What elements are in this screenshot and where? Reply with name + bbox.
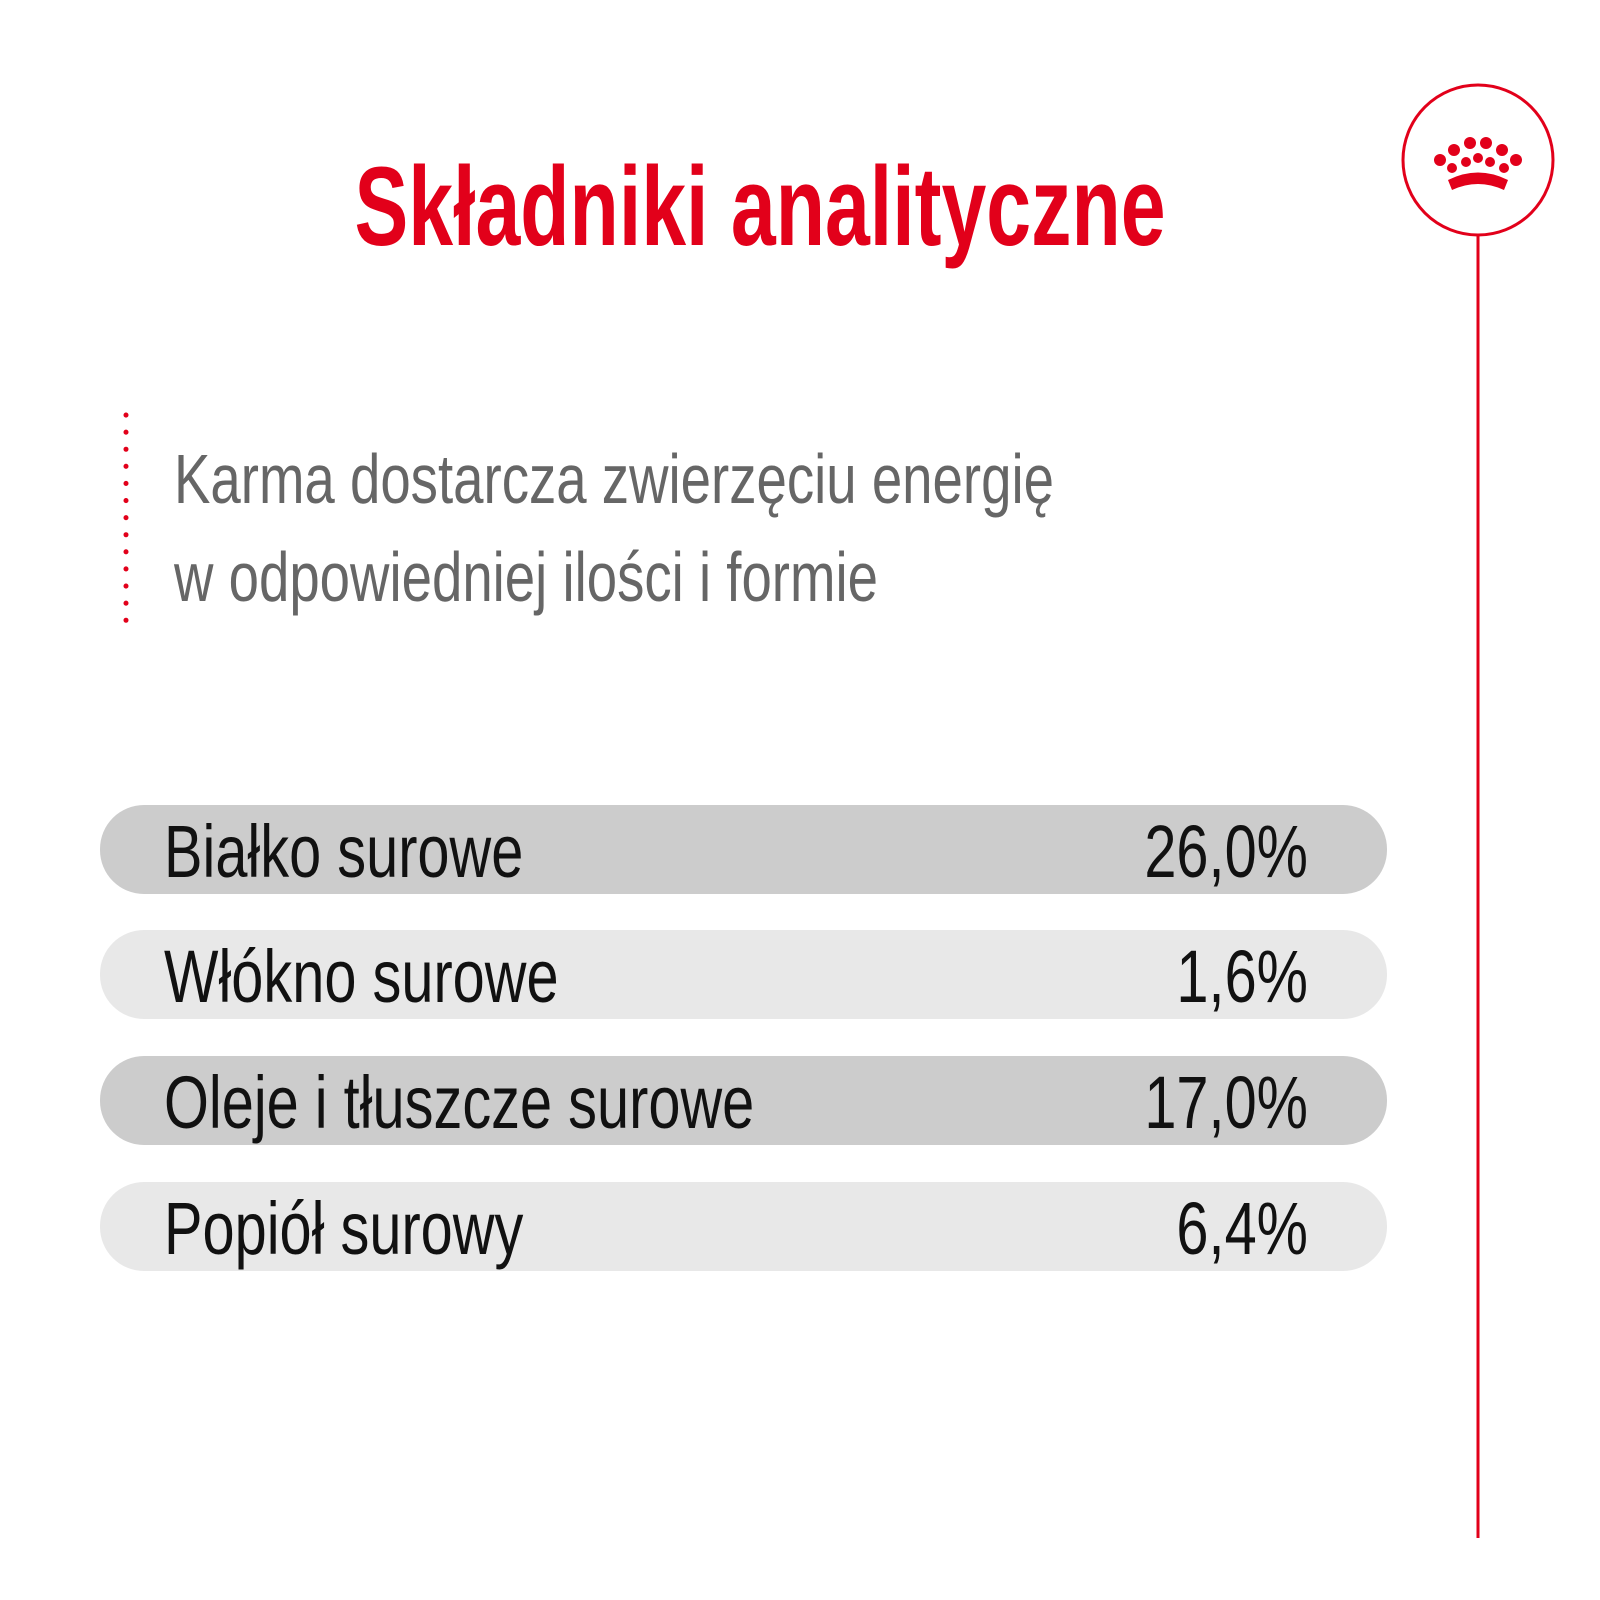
row-label: Popiół surowy [164,1188,524,1271]
intro-line: Karma dostarcza zwierzęciu energię [174,441,1054,519]
crown-icon [1434,137,1522,190]
row-background [100,1056,1387,1145]
row-label: Oleje i tłuszcze surowe [164,1062,754,1145]
intro-line: w odpowiedniej ilości i formie [173,539,878,617]
row-value: 17,0% [1144,1062,1308,1145]
row-label: Włókno surowe [164,936,559,1019]
row-background [100,1182,1387,1271]
row-value: 1,6% [1176,936,1308,1019]
row-value: 6,4% [1176,1188,1308,1271]
row-background [100,805,1387,894]
title: Składniki analityczne [354,144,1165,269]
row-background [100,930,1387,1019]
row-label: Białko surowe [164,811,523,894]
row-value: 26,0% [1144,811,1308,894]
